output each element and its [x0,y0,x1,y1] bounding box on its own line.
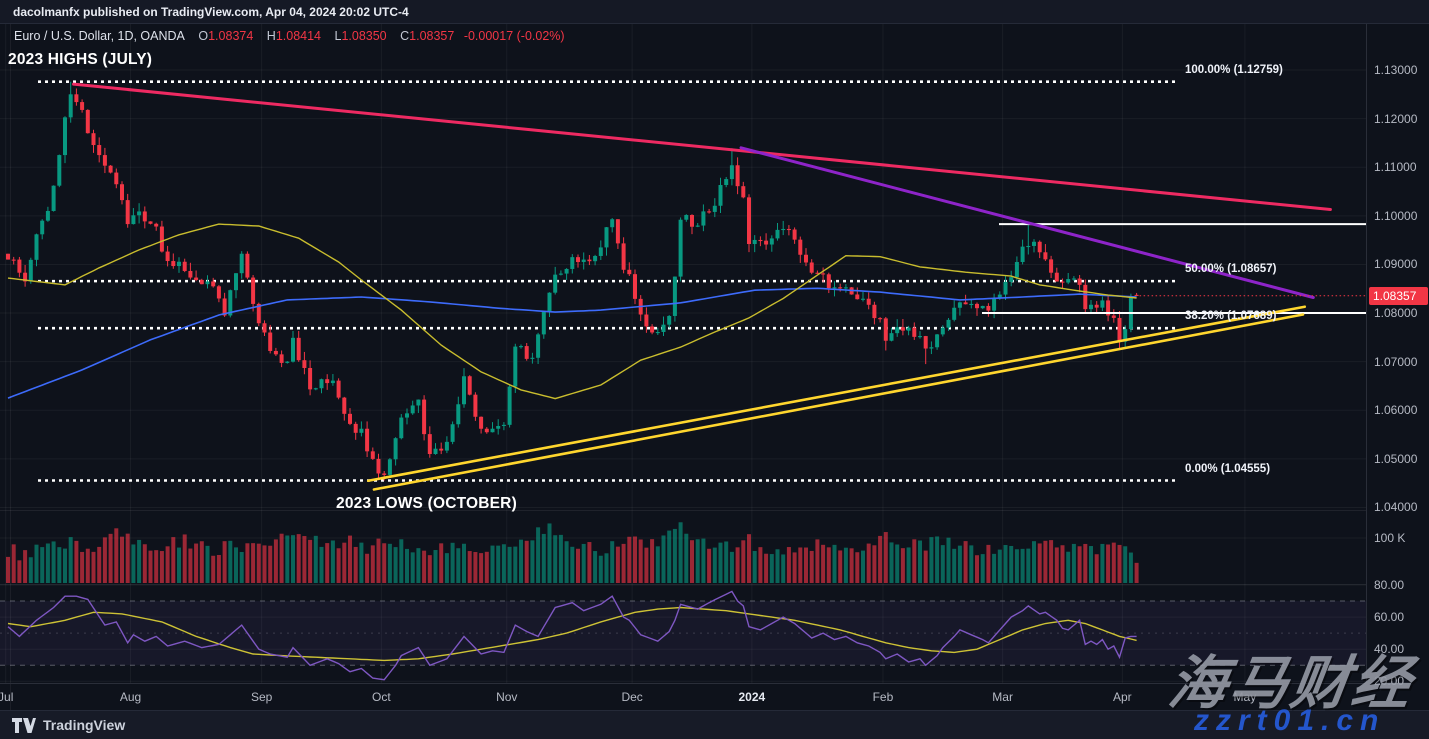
rsi-tick: 20.00 [1374,674,1405,689]
fib-retracement-lines [38,80,1178,482]
attribution-bar: dacolmanfx published on TradingView.com,… [0,0,1429,24]
price-scale[interactable]: 1.13000 1.12000 1.11000 1.10000 1.09000 1.080… [1366,24,1429,688]
rsi-band [0,600,1366,666]
open-label: O [198,29,209,43]
low-value: 1.08350 [341,29,387,43]
rsi-tick: 40.00 [1374,642,1405,657]
price-tick: 1.07000 [1374,354,1418,369]
volume-tick: 100 K [1374,531,1406,545]
price-tick: 1.08000 [1374,306,1418,321]
ascending-support-yellow-b[interactable] [372,313,1305,491]
time-tick-nov: Nov [496,690,518,704]
fib-label: 0.00% (1.04555) [1185,462,1271,475]
fib-label: 100.00% (1.12759) [1185,63,1283,76]
descending-resistance-purple[interactable] [739,146,1315,299]
close-label: C [400,29,410,43]
price-tick: 1.09000 [1374,257,1418,272]
rsi-tick: 60.00 [1374,610,1405,625]
candles [6,81,1139,481]
fib-label: 38.20% (1.07689) [1185,310,1277,323]
high-value: 1.08414 [275,29,321,43]
time-tick-feb: Feb [872,690,894,704]
open-value: 1.08374 [208,29,254,43]
bottom-toolbar: TradingView [0,710,1429,739]
close-value: 1.08357 [409,29,455,43]
time-tick-apr: Apr [1113,690,1132,704]
high-label: H [266,29,276,43]
change-value: -0.00017 (-0.02%) [463,29,565,43]
rsi-ma-yellow-line [7,606,1137,662]
ma-slow-blue-line [7,287,1137,399]
attribution-text: dacolmanfx published on TradingView.com,… [13,5,409,19]
time-tick-2024: 2024 [738,690,766,704]
low-label: L [334,29,342,43]
rsi-tick: 80.00 [1374,578,1405,592]
price-tick: 1.12000 [1374,111,1418,126]
time-tick-aug: Aug [119,690,142,704]
price-tick: 1.11000 [1374,160,1417,175]
time-tick-oct: Oct [372,690,391,704]
rsi-purple-line [7,590,1137,681]
time-tick-dec: Dec [621,690,643,704]
annotation-2023-lows: 2023 LOWS (OCTOBER) [336,495,517,512]
time-tick-jul: Jul [0,690,14,704]
horizontal-rays [982,223,1366,315]
watermark-site-url: zzrt01.cn [1194,704,1386,737]
time-tick-may: May [1233,690,1257,704]
time-scale[interactable]: Jul Aug Sep Oct Nov Dec 2024 Feb Mar Apr May [0,683,1366,711]
pane-left-border [10,24,11,710]
volume-bars [6,522,1139,583]
descending-resistance-pink[interactable] [72,82,1332,212]
time-tick-mar: Mar [992,690,1013,704]
symbol-legend[interactable]: Euro / U.S. Dollar, 1D, OANDA O1.08374 H… [14,29,565,43]
pane-separator-rsi[interactable] [0,584,1366,585]
fib-label: 50.00% (1.08657) [1185,263,1277,276]
tradingview-brand-text[interactable]: TradingView [43,717,126,733]
price-tick: 1.10000 [1374,208,1418,223]
price-tick: 1.13000 [1374,63,1418,77]
tradingview-logo-icon[interactable] [12,717,36,733]
annotation-2023-highs: 2023 HIGHS (JULY) [8,51,153,68]
ascending-support-yellow-a[interactable] [366,305,1307,483]
ma-fast-yellow-line [7,223,1137,400]
last-price-badge: 1.08357 [1369,286,1428,305]
symbol-title[interactable]: Euro / U.S. Dollar, 1D, OANDA [14,29,185,43]
pane-separator-volume[interactable] [0,510,1366,511]
time-tick-sep: Sep [250,690,273,704]
trend-lines [72,82,1332,491]
price-tick: 1.05000 [1374,451,1418,466]
price-tick: 1.04000 [1374,500,1418,515]
price-tick: 1.06000 [1374,403,1418,418]
